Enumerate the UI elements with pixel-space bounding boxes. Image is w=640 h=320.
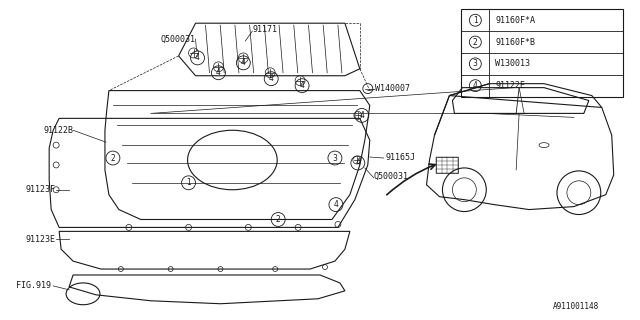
Text: 4: 4 xyxy=(195,53,200,62)
Text: FIG.919: FIG.919 xyxy=(16,281,51,290)
Text: 91123E: 91123E xyxy=(25,235,55,244)
Text: 91171: 91171 xyxy=(252,25,277,34)
Text: A911001148: A911001148 xyxy=(552,302,599,311)
Text: 91160F*A: 91160F*A xyxy=(495,16,535,25)
Text: 4: 4 xyxy=(216,68,221,77)
Text: 3: 3 xyxy=(473,59,478,68)
Text: 91122B: 91122B xyxy=(43,126,73,135)
Text: 91165J: 91165J xyxy=(386,153,416,162)
Text: 1: 1 xyxy=(473,16,477,25)
Text: 2: 2 xyxy=(473,37,477,46)
Text: 91160F*B: 91160F*B xyxy=(495,37,535,46)
Text: Q500031: Q500031 xyxy=(374,172,409,181)
Text: 91122E: 91122E xyxy=(495,81,525,90)
Text: 4: 4 xyxy=(473,81,478,90)
Text: 4: 4 xyxy=(269,74,274,83)
Text: 4: 4 xyxy=(241,58,246,67)
Text: 4: 4 xyxy=(333,200,339,209)
Text: 3: 3 xyxy=(333,154,337,163)
Text: 4: 4 xyxy=(355,158,360,167)
Bar xyxy=(461,9,623,97)
Text: 4: 4 xyxy=(360,111,364,120)
Text: 91123F: 91123F xyxy=(25,185,55,194)
Bar xyxy=(436,157,458,173)
Text: Q500031: Q500031 xyxy=(161,35,196,44)
Text: W140007: W140007 xyxy=(375,84,410,93)
Text: 2: 2 xyxy=(276,215,280,224)
Text: 4: 4 xyxy=(300,81,305,90)
Text: 2: 2 xyxy=(111,154,115,163)
Text: 1: 1 xyxy=(186,178,191,187)
Text: W130013: W130013 xyxy=(495,59,530,68)
